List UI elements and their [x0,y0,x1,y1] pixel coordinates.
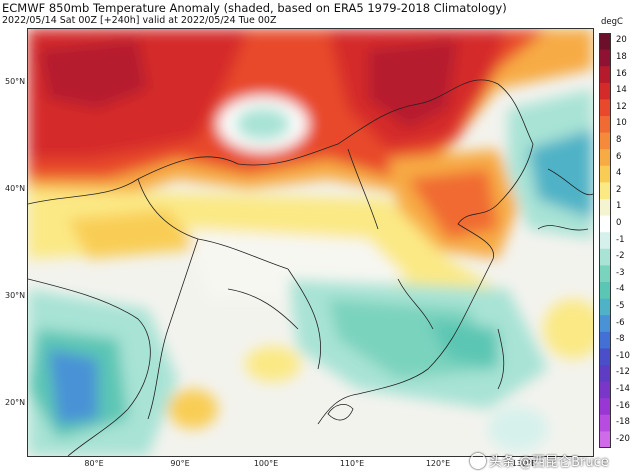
colorbar-tick-label: -16 [616,400,630,411]
colorbar-segment [599,132,611,150]
coastlines-and-borders [28,79,593,456]
colorbar-tick-label: -12 [616,367,630,378]
colorbar-tick-label: 6 [616,151,622,162]
colorbar-segment [599,348,611,366]
colorbar-segment [599,66,611,84]
colorbar-segment [599,49,611,67]
colorbar-tick-label: 18 [616,51,627,62]
lat-label-40n: 40°N [5,184,26,193]
watermark-logo-icon [470,453,486,469]
map-subtitle: 2022/05/14 Sat 00Z [+240h] valid at 2022… [2,15,277,26]
anomaly-map [27,28,594,457]
colorbar-segment [599,398,611,416]
colorbar-segment [599,165,611,183]
colorbar-tick-label: 1 [616,201,622,212]
colorbar-tick-label: 4 [616,168,622,179]
colorbar-segment [599,414,611,432]
colorbar-segment [599,331,611,349]
colorbar-segment [599,248,611,266]
lon-label-90e: 90°E [170,459,190,468]
colorbar-segment [599,298,611,316]
lat-label-30n: 30°N [5,291,26,300]
colorbar-tick-label: 16 [616,68,627,79]
shaded-anomalies [28,29,593,456]
colorbar-tick-label: 0 [616,217,622,228]
colorbar-segment [599,116,611,134]
lat-label-50n: 50°N [5,77,26,86]
lon-label-130e: 130°E [511,459,537,468]
colorbar-tick-label: -10 [616,350,630,361]
lon-label-80e: 80°E [84,459,104,468]
anomaly-field [28,29,593,456]
colorbar-segment [599,82,611,100]
colorbar-segment [599,265,611,283]
watermark-text: 头条 @西昆仑Bruce [489,455,609,470]
colorbar-segment [599,315,611,333]
lat-label-20n: 20°N [5,398,26,407]
lon-label-110e: 110°E [339,459,365,468]
colorbar-tick-label: -4 [616,284,625,295]
colorbar-tick-label: 20 [616,35,627,46]
colorbar-segment [599,99,611,117]
colorbar-tick-label: -18 [616,417,630,428]
colorbar-tick-label: -20 [616,433,630,444]
colorbar-frame [599,33,611,448]
colorbar-tick-label: 2 [616,184,622,195]
colorbar-tick-label: -2 [616,251,625,262]
colorbar-segment [599,365,611,383]
colorbar-tick-label: -8 [616,334,625,345]
colorbar-segment [599,381,611,399]
map-title: ECMWF 850mb Temperature Anomaly (shaded,… [2,1,507,15]
colorbar-segment [599,431,611,448]
colorbar-segment [599,215,611,233]
colorbar-tick-label: 10 [616,118,627,129]
colorbar-tick-label: -14 [616,383,630,394]
colorbar-unit: degC [601,17,623,27]
colorbar-tick-label: 12 [616,101,627,112]
colorbar-segment [599,149,611,167]
colorbar-segment [599,182,611,200]
colorbar-segment [599,232,611,250]
colorbar-tick-label: 8 [616,134,622,145]
colorbar-segment [599,199,611,217]
colorbar-tick-label: -1 [616,234,625,245]
colorbar-tick-label: -5 [616,300,625,311]
colorbar-tick-label: 14 [616,85,627,96]
lon-label-100e: 100°E [253,459,279,468]
colorbar-segment [599,282,611,300]
colorbar-tick-label: -6 [616,317,625,328]
watermark: 头条 @西昆仑Bruce [470,451,609,470]
colorbar-tick-label: -3 [616,267,625,278]
lon-label-120e: 120°E [425,459,451,468]
colorbar-segment [599,33,611,51]
colorbar [599,33,611,448]
